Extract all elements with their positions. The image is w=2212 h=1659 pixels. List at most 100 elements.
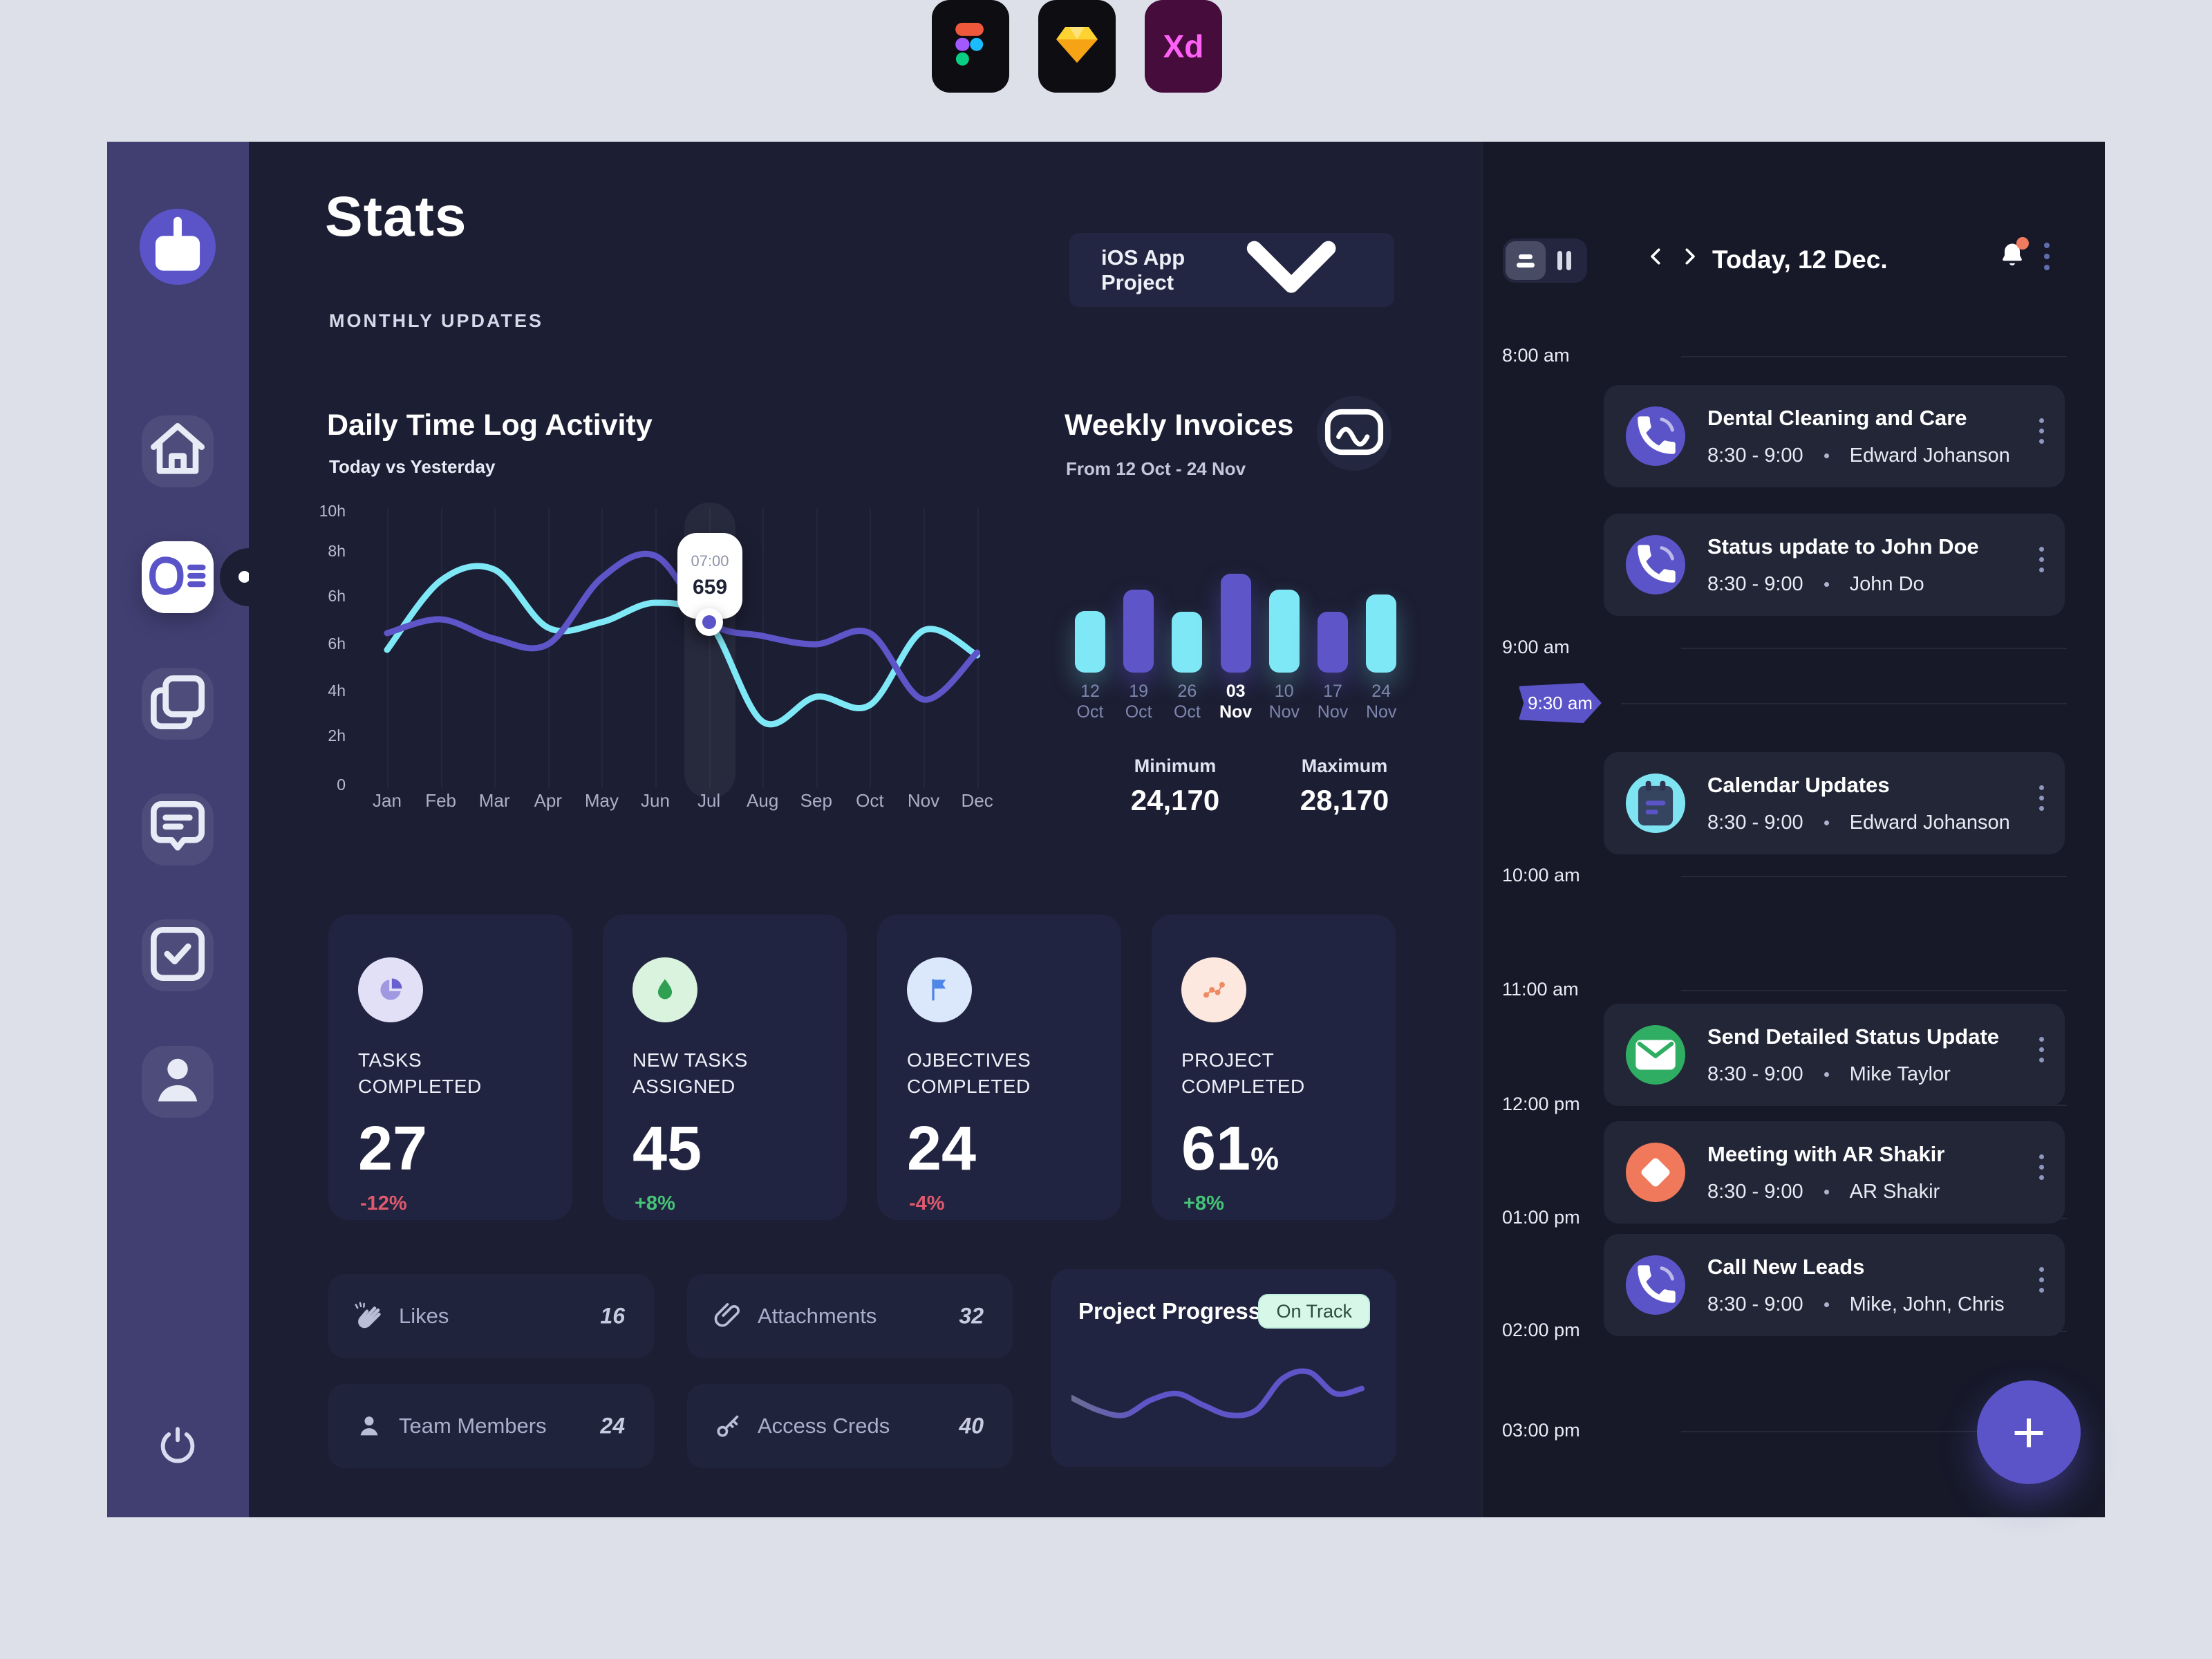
- bullet-dot: [1824, 582, 1829, 587]
- invoices-trend-button[interactable]: [1317, 396, 1391, 471]
- logout-button[interactable]: [156, 1423, 200, 1467]
- person-icon: [353, 1410, 385, 1442]
- x-axis-month-label: Dec: [961, 790, 993, 811]
- grid-line: [977, 508, 979, 788]
- daily-chart-subtitle: Today vs Yesterday: [329, 456, 496, 477]
- quick-card-access-creds[interactable]: Access Creds 40: [687, 1384, 1013, 1468]
- event-menu-button[interactable]: [2039, 415, 2044, 447]
- stat-value: 24: [907, 1114, 977, 1183]
- chevron-left-icon: [1644, 248, 1669, 272]
- event-card[interactable]: Call New Leads 8:30 - 9:00 Mike, John, Chr…: [1604, 1234, 2065, 1336]
- grid-line: [547, 508, 550, 788]
- event-title: Meeting with AR Shakir: [1707, 1142, 1945, 1166]
- next-day-button[interactable]: [1677, 244, 1702, 269]
- stat-label: NEW TASKS ASSIGNED: [632, 1049, 748, 1097]
- figma-app-badge: [932, 0, 1009, 93]
- chart-point-marker: [695, 608, 723, 636]
- stat-label: OJBECTIVES COMPLETED: [907, 1049, 1031, 1097]
- event-menu-button[interactable]: [2039, 544, 2044, 575]
- paperclip-icon: [712, 1300, 744, 1332]
- event-title: Calendar Updates: [1707, 773, 1890, 797]
- timeline-hour-label: 03:00 pm: [1502, 1420, 1580, 1441]
- list-view-button[interactable]: [1506, 241, 1546, 280]
- event-menu-button[interactable]: [2039, 1264, 2044, 1295]
- event-time: 8:30 - 9:00: [1707, 812, 1803, 834]
- invoice-bar: [1366, 594, 1397, 673]
- event-time: 8:30 - 9:00: [1707, 573, 1803, 595]
- page-title: Stats: [325, 185, 467, 248]
- stat-value: 61%: [1181, 1114, 1280, 1183]
- event-person: Mike, John, Chris: [1849, 1293, 2005, 1315]
- panel-menu-button[interactable]: [2044, 240, 2050, 273]
- sidebar-item-messages[interactable]: [142, 794, 214, 865]
- minimum-label: Minimum: [1134, 756, 1217, 776]
- flag-icon: [907, 957, 972, 1022]
- active-indicator-dot: [238, 571, 250, 583]
- stat-card: PROJECT COMPLETED 61% +8%: [1152, 915, 1396, 1220]
- x-axis-month-label: Nov: [907, 790, 940, 811]
- view-toggle: [1503, 238, 1587, 283]
- grid-line: [762, 508, 765, 788]
- quick-card-label: Attachments: [758, 1304, 877, 1328]
- app-logo[interactable]: [140, 209, 216, 285]
- notifications-button[interactable]: [1997, 237, 2029, 270]
- grid-line: [924, 508, 925, 788]
- x-axis-month-label: Mar: [478, 790, 510, 811]
- sidebar-item-documents[interactable]: [142, 668, 214, 740]
- add-event-button[interactable]: +: [1977, 1380, 2081, 1484]
- column-view-button[interactable]: [1544, 241, 1584, 280]
- figma-icon: [955, 22, 986, 71]
- sketch-app-badge: [1038, 0, 1116, 93]
- event-card[interactable]: Dental Cleaning and Care 8:30 - 9:00 Edwar…: [1604, 385, 2065, 487]
- grid-line: [601, 508, 603, 788]
- event-menu-button[interactable]: [2039, 1034, 2044, 1065]
- y-axis-tick: 0: [337, 776, 346, 794]
- sidebar-item-tasks[interactable]: [142, 919, 214, 991]
- event-person: John Do: [1849, 573, 1924, 595]
- scatter-icon: [1181, 957, 1246, 1022]
- event-card[interactable]: Calendar Updates 8:30 - 9:00 Edward Johans…: [1604, 752, 2065, 854]
- schedule-date-title: Today, 12 Dec.: [1712, 245, 1888, 274]
- maximum-block: Maximum 28,170: [1241, 756, 1448, 817]
- bar-label: 03 Nov: [1219, 682, 1253, 722]
- chevron-right-icon: [1677, 248, 1702, 272]
- event-card[interactable]: Status update to John Doe 8:30 - 9:00 John…: [1604, 514, 2065, 616]
- sidebar-item-profile[interactable]: [142, 1046, 214, 1118]
- adobe-xd-app-badge: Xd: [1145, 0, 1222, 93]
- timeline-hour-label: 02:00 pm: [1502, 1320, 1580, 1340]
- event-meta: 8:30 - 9:00 AR Shakir: [1707, 1181, 1940, 1203]
- event-meta: 8:30 - 9:00 Edward Johanson: [1707, 812, 2010, 834]
- event-menu-button[interactable]: [2039, 782, 2044, 814]
- quick-card-team-members[interactable]: Team Members 24: [328, 1384, 654, 1468]
- timeline-hour-label: 12:00 pm: [1502, 1094, 1580, 1114]
- y-axis-tick: 6h: [328, 635, 346, 653]
- stat-delta: -12%: [360, 1192, 407, 1215]
- invoice-bar: [1318, 612, 1348, 673]
- sidebar-item-stats[interactable]: [142, 541, 214, 613]
- stat-card: NEW TASKS ASSIGNED 45 +8%: [603, 915, 847, 1220]
- project-progress-title: Project Progress: [1078, 1298, 1262, 1324]
- quick-card-attachments[interactable]: Attachments 32: [687, 1274, 1013, 1358]
- stat-delta: -4%: [909, 1192, 945, 1215]
- event-card[interactable]: Meeting with AR Shakir 8:30 - 9:00 AR Shak…: [1604, 1121, 2065, 1224]
- project-selector-dropdown[interactable]: iOS App Project: [1069, 233, 1394, 307]
- sidebar-item-home[interactable]: [142, 415, 214, 487]
- x-axis-month-label: Feb: [425, 790, 456, 811]
- event-meta: 8:30 - 9:00 Mike Taylor: [1707, 1063, 1951, 1086]
- prev-day-button[interactable]: [1644, 244, 1669, 269]
- stat-label: TASKS COMPLETED: [358, 1049, 482, 1097]
- current-time-line: [1621, 703, 2067, 704]
- quick-card-likes[interactable]: Likes 16: [328, 1274, 654, 1358]
- calendar-icon: [1626, 774, 1685, 833]
- bar-label: 24 Nov: [1365, 682, 1397, 722]
- event-card[interactable]: Send Detailed Status Update 8:30 - 9:00 Mi…: [1604, 1004, 2065, 1106]
- tasks-icon: [142, 918, 214, 993]
- event-menu-button[interactable]: [2039, 1152, 2044, 1183]
- grid-line: [816, 508, 818, 788]
- event-person: Edward Johanson: [1849, 812, 2010, 834]
- sketch-icon: [1056, 26, 1098, 68]
- weekly-chart-title: Weekly Invoices: [1065, 409, 1294, 442]
- quick-card-label: Likes: [399, 1304, 449, 1328]
- maximum-label: Maximum: [1301, 756, 1388, 776]
